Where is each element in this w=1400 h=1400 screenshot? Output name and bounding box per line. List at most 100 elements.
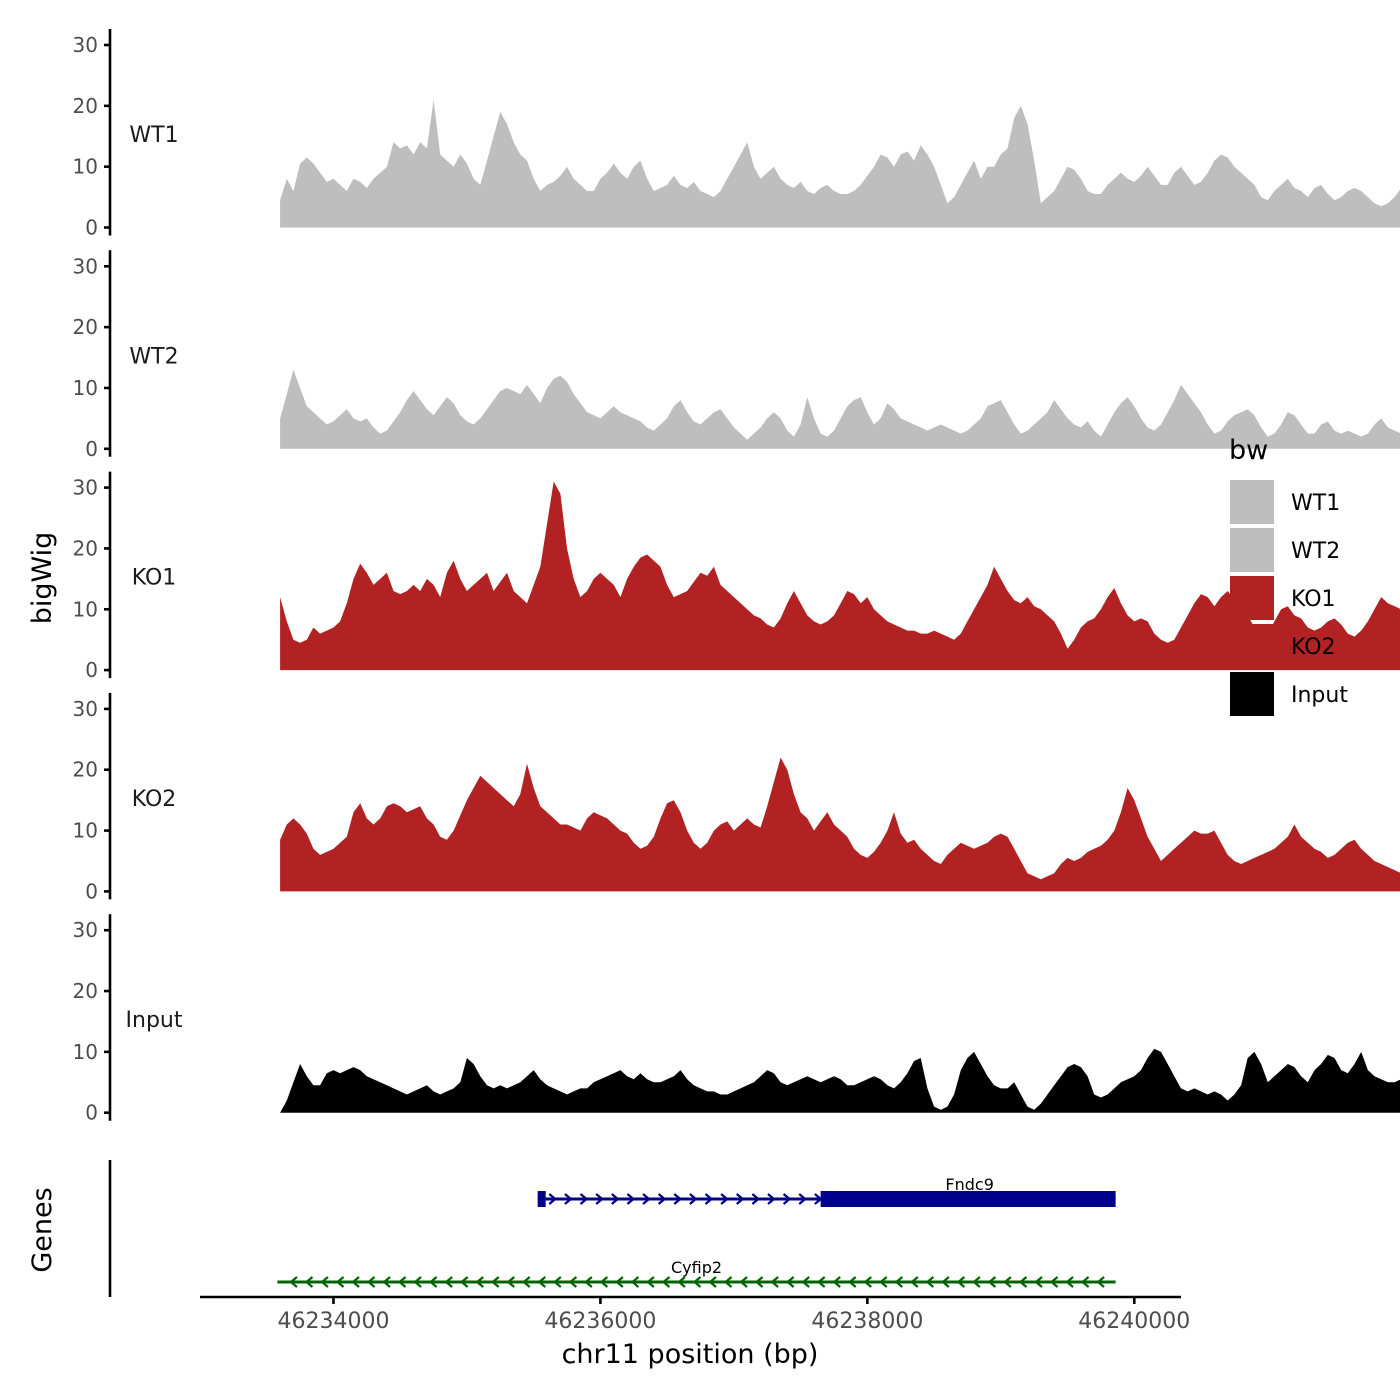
strand-arrow <box>770 1276 779 1288</box>
gene-Fndc9: Fndc9 <box>537 1175 1116 1207</box>
track-WT1: 0 10 20 30 WT1 <box>73 29 1400 240</box>
legend-label-Input: Input <box>1291 683 1348 708</box>
strand-arrow <box>894 1276 903 1288</box>
y-tick-label: 30 <box>73 918 98 942</box>
strand-arrow <box>879 1276 888 1288</box>
strand-arrow <box>491 1276 500 1288</box>
gene-exon <box>537 1191 546 1207</box>
y-tick-label: 10 <box>73 155 98 179</box>
strand-arrow <box>475 1276 484 1288</box>
strand-arrow <box>646 1276 655 1288</box>
strand-arrow <box>522 1276 531 1288</box>
strand-arrow <box>910 1276 919 1288</box>
y-tick-label: 10 <box>73 376 98 400</box>
strand-arrow <box>801 1276 810 1288</box>
strand-arrow <box>863 1276 872 1288</box>
strand-arrow <box>848 1276 857 1288</box>
x-tick-label: 46234000 <box>277 1309 389 1334</box>
strand-arrow <box>941 1276 950 1288</box>
track-area-WT2 <box>280 369 1400 449</box>
strand-arrow <box>366 1276 376 1288</box>
y-tick-label: 0 <box>85 879 98 903</box>
strand-arrow <box>548 1193 558 1205</box>
strand-arrow <box>798 1193 807 1205</box>
x-tick-label: 46238000 <box>811 1309 923 1334</box>
strand-arrow <box>1018 1276 1028 1288</box>
strand-arrow <box>972 1276 981 1288</box>
legend-title: bw <box>1229 435 1268 466</box>
strand-arrow <box>1049 1276 1059 1288</box>
strand-arrow <box>397 1276 407 1288</box>
strand-arrow <box>584 1276 593 1288</box>
x-tick-label: 46236000 <box>544 1309 656 1334</box>
track-Input: 0 10 20 30 Input <box>73 914 1400 1125</box>
track-KO1: 0 10 20 30 KO1 <box>73 471 1400 682</box>
y-tick-label: 0 <box>85 437 98 461</box>
y-tick-label: 0 <box>85 1101 98 1125</box>
strand-arrow <box>782 1193 792 1205</box>
strand-arrow <box>642 1193 651 1205</box>
track-area-KO1 <box>280 481 1400 671</box>
strand-arrow <box>1096 1276 1105 1288</box>
strand-arrow <box>704 1193 714 1205</box>
y-tick-label: 20 <box>73 315 98 339</box>
y-tick-label: 30 <box>73 697 98 721</box>
strand-arrow <box>689 1193 698 1205</box>
strand-arrow <box>537 1276 546 1288</box>
strand-arrow <box>925 1276 935 1288</box>
legend-key-KO2 <box>1230 624 1274 668</box>
strand-arrow <box>599 1276 609 1288</box>
y-tick-label: 10 <box>73 1040 98 1064</box>
track-label-WT1: WT1 <box>129 123 178 148</box>
gene-Cyfip2: Cyfip2 <box>277 1258 1116 1288</box>
strand-arrow <box>1003 1276 1012 1288</box>
legend-label-KO1: KO1 <box>1291 587 1336 612</box>
strand-arrow <box>785 1276 795 1288</box>
y-tick-label: 20 <box>73 94 98 118</box>
strand-arrow <box>692 1276 702 1288</box>
strand-arrow <box>736 1193 745 1205</box>
strand-arrow <box>661 1276 671 1288</box>
strand-arrow <box>751 1193 761 1205</box>
y-tick-label: 30 <box>73 254 98 278</box>
strand-arrow <box>754 1276 764 1288</box>
strand-arrow <box>816 1276 826 1288</box>
track-area-KO2 <box>280 757 1400 892</box>
track-area-WT1 <box>280 99 1400 228</box>
strand-arrow <box>1034 1276 1043 1288</box>
strand-arrow <box>767 1193 776 1205</box>
strand-arrow <box>595 1193 604 1205</box>
strand-arrow <box>335 1276 345 1288</box>
y-tick-label: 30 <box>73 476 98 500</box>
strand-arrow <box>657 1193 667 1205</box>
y-tick-label: 10 <box>73 819 98 843</box>
y-axis-title: bigWig <box>27 532 58 625</box>
strand-arrow <box>615 1276 624 1288</box>
legend-key-KO1 <box>1230 576 1274 620</box>
x-axis-title: chr11 position (bp) <box>562 1339 819 1370</box>
strand-arrow <box>413 1276 422 1288</box>
strand-arrow <box>553 1276 562 1288</box>
legend-key-Input <box>1230 672 1274 716</box>
y-tick-label: 0 <box>85 216 98 240</box>
y-tick-label: 0 <box>85 658 98 682</box>
strand-arrow <box>304 1276 314 1288</box>
legend-label-WT1: WT1 <box>1291 491 1340 516</box>
y-tick-label: 20 <box>73 536 98 560</box>
legend-label-WT2: WT2 <box>1291 539 1340 564</box>
legend-label-KO2: KO2 <box>1291 635 1336 660</box>
x-axis: 46234000 46236000 46238000 46240000 <box>200 1295 1190 1334</box>
x-tick-label: 46240000 <box>1078 1309 1190 1334</box>
tracks-layer: 0 10 20 30 WT1 0 10 20 30 WT2 0 10 20 30 KO1 0 10 20 30 KO2… <box>73 29 1400 1125</box>
gene-label-Cyfip2: Cyfip2 <box>671 1258 722 1277</box>
track-WT2: 0 10 20 30 WT2 <box>73 250 1400 461</box>
strand-arrow <box>677 1276 686 1288</box>
strand-arrow <box>1065 1276 1074 1288</box>
y-tick-label: 20 <box>73 758 98 782</box>
legend: bw WT1 WT2 KO1 KO2 Input <box>1229 435 1348 716</box>
strand-arrow <box>739 1276 748 1288</box>
strand-arrow <box>1080 1276 1090 1288</box>
track-label-WT2: WT2 <box>129 344 178 369</box>
gene-exon <box>820 1191 1116 1207</box>
